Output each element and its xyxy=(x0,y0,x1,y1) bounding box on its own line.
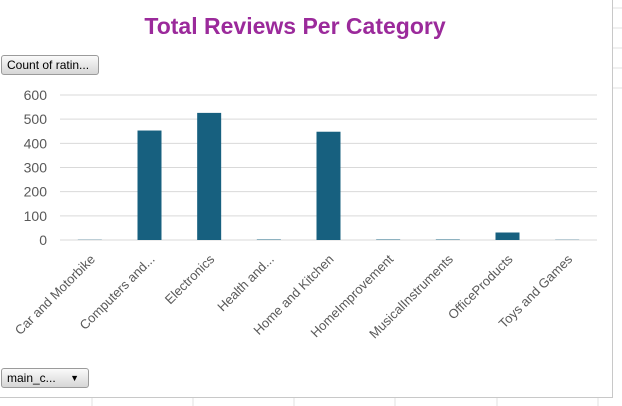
y-tick-label: 100 xyxy=(24,208,48,224)
axis-field-filter-button[interactable]: main_c... ▼ xyxy=(1,368,89,388)
y-tick-label: 300 xyxy=(24,160,48,176)
y-tick-label: 400 xyxy=(24,135,48,151)
axis-field-label: main_c... xyxy=(7,371,56,385)
value-field-button[interactable]: Count of ratin... xyxy=(1,55,99,75)
bar[interactable] xyxy=(316,131,341,240)
bar-chart-plot: 0 100 200 300 400 500 600 Car and MotorbikeCom… xyxy=(12,87,597,341)
x-tick-label: Health and... xyxy=(214,252,277,315)
bar[interactable] xyxy=(495,232,520,240)
bar[interactable] xyxy=(137,130,162,240)
chart-title: Total Reviews Per Category xyxy=(144,13,446,39)
bar[interactable] xyxy=(197,112,222,240)
value-field-label: Count of ratin... xyxy=(7,58,90,72)
dropdown-arrow-icon[interactable]: ▼ xyxy=(70,373,79,383)
y-axis-tick-labels: 0 100 200 300 400 500 600 xyxy=(24,87,48,248)
x-tick-label: Electronics xyxy=(162,251,218,307)
y-tick-label: 500 xyxy=(24,111,48,127)
y-tick-label: 600 xyxy=(24,87,48,103)
y-tick-label: 0 xyxy=(39,232,47,248)
y-tick-label: 200 xyxy=(24,184,48,200)
chart-area[interactable]: Total Reviews Per Category 0 100 200 300 400… xyxy=(0,0,613,398)
bars xyxy=(77,112,580,240)
